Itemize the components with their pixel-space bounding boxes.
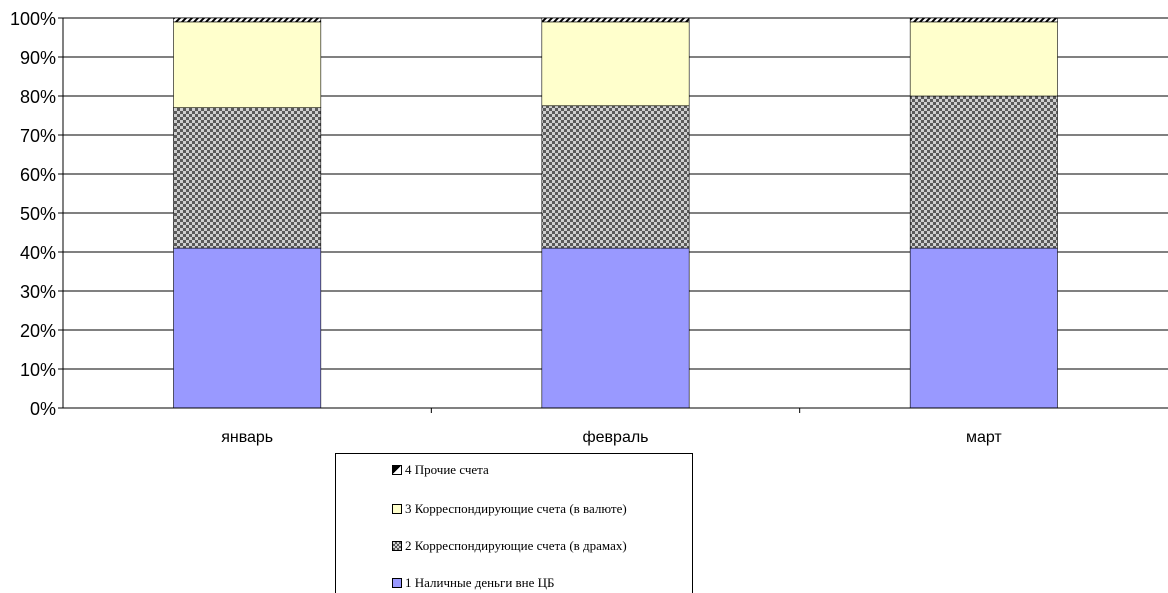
bars [173,17,1058,409]
y-tick-label: 60% [20,165,56,185]
bar-segment [541,17,690,23]
x-tick-label: март [966,429,1002,446]
y-tick-label: 30% [20,282,56,302]
bar-segment [173,17,322,23]
y-tick-label: 70% [20,126,56,146]
legend-label: 3 Корреспондирующие счета (в валюте) [405,501,627,516]
y-tick-label: 100% [10,9,56,29]
y-tick-label: 90% [20,48,56,68]
legend-item: 4 Прочие счета [392,462,489,477]
y-tick-label: 20% [20,321,56,341]
legend-item: 1 Наличные деньги вне ЦБ [392,575,555,590]
bar-segment [909,247,1058,409]
y-axis-ticks: 0% 10% 20% 30% 40% 50% 60% 70% 80% 90% 100% [10,9,63,419]
bar-segment [173,21,322,109]
y-tick-label: 10% [20,360,56,380]
bar-segment [541,105,690,249]
y-tick-label: 0% [30,399,56,419]
bar-segment [541,21,690,107]
yellow-swatch-icon [392,504,402,514]
legend: 4 Прочие счета 3 Корреспондирующие счета… [335,453,693,593]
bar-segment [909,95,1058,249]
legend-label: 4 Прочие счета [405,462,489,477]
y-tick-label: 50% [20,204,56,224]
x-tick-label: январь [221,429,273,446]
legend-label: 2 Корреспондирующие счета (в драмах) [405,538,627,553]
diagonal-swatch-icon [392,465,402,475]
y-tick-label: 40% [20,243,56,263]
x-axis-ticks: январь февраль март [221,408,1002,446]
bar-segment [173,247,322,409]
bar-segment [909,21,1058,97]
legend-label: 1 Наличные деньги вне ЦБ [405,575,555,590]
stacked-bar-chart: 0% 10% 20% 30% 40% 50% 60% 70% 80% 90% 100% январь… [10,9,1168,446]
y-tick-label: 80% [20,87,56,107]
bar-segment [173,107,322,249]
legend-item: 3 Корреспондирующие счета (в валюте) [392,501,627,516]
x-tick-label: февраль [582,429,648,446]
bar-segment [909,17,1058,23]
blue-swatch-icon [392,578,402,588]
checker-swatch-icon [392,541,402,551]
legend-item: 2 Корреспондирующие счета (в драмах) [392,538,627,553]
bar-segment [541,247,690,409]
